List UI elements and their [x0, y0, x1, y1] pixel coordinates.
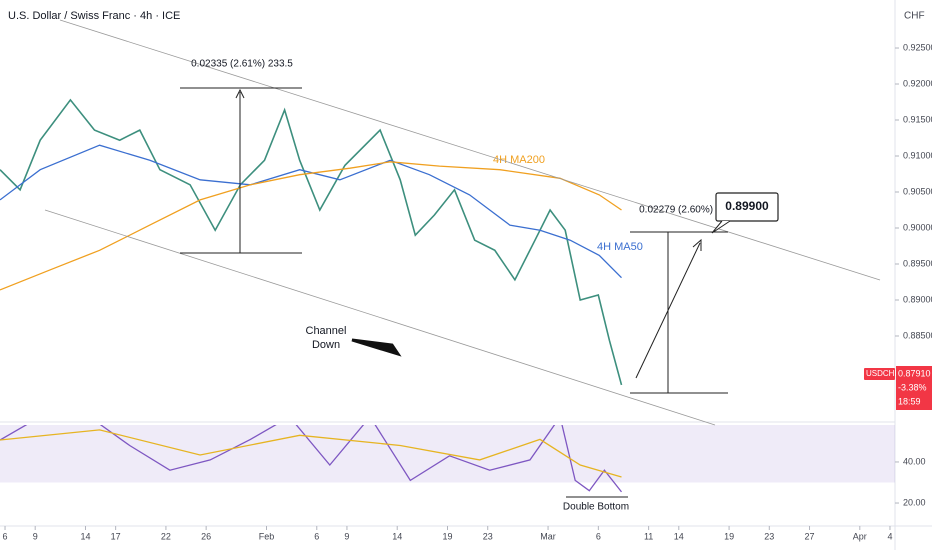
channel-upper [59, 19, 881, 281]
x-tick-label: 23 [483, 531, 493, 541]
target-pointer [711, 220, 731, 234]
y-tick-label: 40.00 [903, 456, 926, 466]
series-label: 4H MA50 [597, 241, 643, 253]
x-tick-label: 14 [674, 531, 684, 541]
price-tag-countdown: 18:59 [898, 396, 921, 406]
x-tick-label: 9 [33, 531, 38, 541]
measure-left-label: 0.02335 (2.61%) 233.5 [191, 59, 293, 70]
x-tick-label: 14 [392, 531, 402, 541]
x-tick-label: Apr [853, 531, 867, 541]
x-tick-label: 6 [3, 531, 8, 541]
symbol-tag-label: USDCHF [866, 369, 899, 378]
channel-label: Down [312, 339, 340, 351]
price-tag-change: -3.38% [898, 382, 927, 392]
y-tick-label: 20.00 [903, 497, 926, 507]
x-tick-label: 4 [887, 531, 892, 541]
x-tick-label: 19 [442, 531, 452, 541]
series-line [0, 161, 622, 291]
x-tick-label: Feb [259, 531, 275, 541]
chart-title: U.S. Dollar / Swiss Franc · 4h · ICE [8, 10, 180, 22]
x-tick-label: Mar [540, 531, 556, 541]
series-line [0, 98, 623, 386]
x-tick-label: 9 [344, 531, 349, 541]
channel-label: Channel [306, 325, 347, 337]
double-bottom-label: Double Bottom [563, 502, 629, 513]
channel-arrow [351, 338, 402, 357]
plot: 6 9 14 17 22 26 Feb 6 9 14 19 23 Mar 6 11 14 19 23 27 Apr 40… [0, 42, 932, 541]
series-line [0, 429, 622, 478]
series-label: 4H MA200 [493, 154, 545, 166]
x-tick-label: 27 [805, 531, 815, 541]
measure-left [180, 87, 302, 254]
y-tick-label: 0.88500 [903, 330, 932, 340]
series-line [0, 144, 622, 279]
x-tick-label: 17 [111, 531, 121, 541]
x-tick-label: 11 [644, 531, 653, 541]
measure-right [630, 231, 728, 394]
currency: CHF [904, 11, 925, 22]
x-tick-label: 22 [161, 531, 171, 541]
series-line [0, 425, 623, 493]
x-tick-label: 19 [724, 531, 734, 541]
symbol-tag [864, 368, 895, 380]
price-tag [896, 366, 932, 410]
channel-lower [44, 209, 716, 426]
target-label: 0.89900 [725, 199, 769, 213]
x-tick-label: 23 [764, 531, 774, 541]
x-tick-label: 6 [596, 531, 601, 541]
x-tick-label: 14 [80, 531, 90, 541]
x-tick-label: 6 [314, 531, 319, 541]
x-tick-label: 26 [201, 531, 211, 541]
price-tag-price: 0.87910 [898, 368, 931, 378]
target-box [715, 192, 779, 222]
measure-right-label: 0.02279 (2.60%) 227.9 [639, 205, 741, 216]
